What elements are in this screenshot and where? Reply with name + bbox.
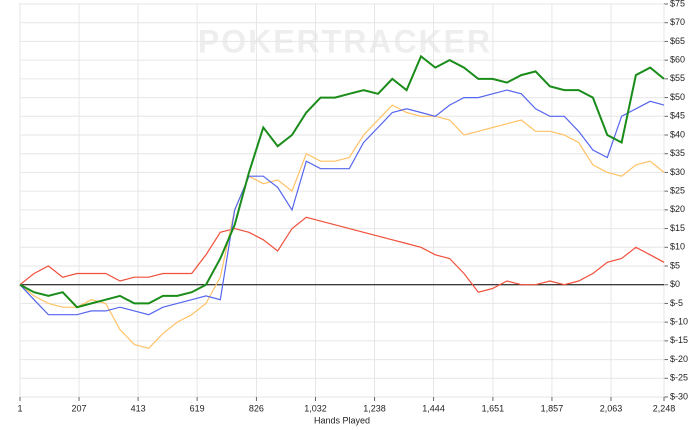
plot-area <box>19 3 665 398</box>
x-tick-label: 1,651 <box>482 403 505 413</box>
x-axis-label: Hands Played <box>314 415 370 425</box>
x-tick-label: 2,248 <box>653 403 676 413</box>
x-tick-label: 619 <box>190 403 205 413</box>
y-tick-label: $-30 <box>670 391 688 401</box>
x-tick-label: 1,032 <box>304 403 327 413</box>
y-tick-label: $-10 <box>670 317 688 327</box>
y-tick-label: $65 <box>670 36 685 46</box>
series-line <box>19 89 665 316</box>
y-tick-label: $40 <box>670 129 685 139</box>
y-tick-label: $45 <box>670 111 685 121</box>
y-tick-label: $25 <box>670 186 685 196</box>
y-tick-label: $15 <box>670 223 685 233</box>
y-tick-label: $-25 <box>670 373 688 383</box>
y-tick-label: $50 <box>670 92 685 102</box>
series-line <box>19 104 665 349</box>
x-tick-label: 413 <box>131 403 146 413</box>
x-tick-label: 1,444 <box>422 403 445 413</box>
y-tick-label: $30 <box>670 167 685 177</box>
y-tick-label: $-5 <box>670 298 683 308</box>
x-tick-label: 826 <box>249 403 264 413</box>
y-tick-label: $55 <box>670 73 685 83</box>
x-tick-label: 1,238 <box>363 403 386 413</box>
y-tick-label: $75 <box>670 0 685 8</box>
y-tick-label: $-20 <box>670 354 688 364</box>
y-tick-label: $20 <box>670 204 685 214</box>
x-tick-label: 1,857 <box>541 403 564 413</box>
series-line <box>19 54 665 309</box>
y-tick-label: $-15 <box>670 335 688 345</box>
y-tick-label: $10 <box>670 242 685 252</box>
y-tick-label: $35 <box>670 148 685 158</box>
y-tick-label: $5 <box>670 260 680 270</box>
y-tick-label: $0 <box>670 279 680 289</box>
x-tick-label: 2,063 <box>600 403 623 413</box>
y-tick-label: $60 <box>670 55 685 65</box>
series-line <box>19 216 665 293</box>
x-tick-label: 1 <box>17 403 22 413</box>
y-tick-label: $70 <box>670 17 685 27</box>
x-tick-label: 207 <box>72 403 87 413</box>
